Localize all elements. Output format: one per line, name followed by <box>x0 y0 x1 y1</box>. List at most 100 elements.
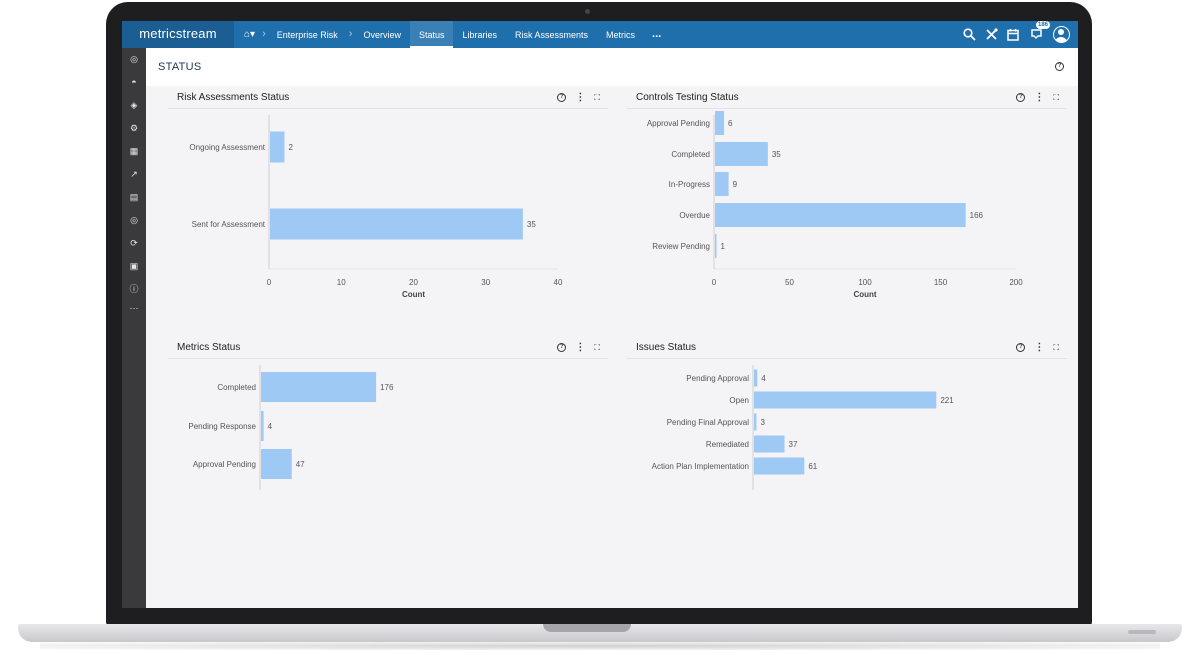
more-icon[interactable]: ⋯ <box>129 303 139 313</box>
analytics-icon[interactable]: ◓ <box>131 77 137 87</box>
camera-dot <box>585 9 590 14</box>
nav-tab-libraries[interactable]: Libraries <box>462 30 497 40</box>
laptop-base <box>18 624 1182 642</box>
more-options-icon[interactable]: ⋮ <box>1034 342 1045 353</box>
x-tick-label: 10 <box>337 278 346 287</box>
x-tick-label: 20 <box>409 278 418 287</box>
panel-tools: ? ⋮ ⛶ <box>1016 92 1059 103</box>
panel-title: Risk Assessments Status <box>177 92 290 103</box>
more-options-icon[interactable]: ⋮ <box>1034 92 1045 103</box>
category-label: Pending Response <box>188 422 256 431</box>
x-axis-label: Count <box>853 290 876 299</box>
data-label: 176 <box>380 383 394 392</box>
metrics-status-chart: Completed 176 Pending Response 4 Approval Pe… <box>188 365 394 490</box>
x-axis-label: Count <box>402 290 425 299</box>
top-navigation-bar: metricstream ⌂▾ › Enterprise Risk › Over… <box>122 21 1078 48</box>
calendar-icon[interactable]: ▣ <box>129 261 139 271</box>
app-logo[interactable]: metricstream <box>122 21 234 48</box>
targets-icon[interactable]: ◎ <box>130 215 138 225</box>
user-avatar-icon[interactable] <box>1053 26 1070 43</box>
controls-testing-status-panel: Controls Testing Status ? ⋮ ⛶ 0 50 100 150 2… <box>627 89 1067 319</box>
main-content: STATUS ? Risk Assessments Status ? ⋮ ⛶ 0… <box>146 48 1078 608</box>
category-label: Review Pending <box>652 242 710 251</box>
expand-icon[interactable]: ⛶ <box>1053 93 1059 102</box>
data-label: 35 <box>772 150 781 159</box>
panel-title: Controls Testing Status <box>636 92 739 103</box>
panel-tools: ? ⋮ ⛶ <box>557 342 600 353</box>
risk-assessments-status-panel: Risk Assessments Status ? ⋮ ⛶ 0 10 20 30 40 C… <box>168 89 608 319</box>
nav-tab-metrics[interactable]: Metrics <box>606 30 636 40</box>
data-label: 61 <box>808 462 817 471</box>
reports-icon[interactable]: ▦ <box>129 146 139 156</box>
data-label: 4 <box>268 422 273 431</box>
app-screen: metricstream ⌂▾ › Enterprise Risk › Over… <box>122 21 1078 608</box>
help-icon[interactable]: ? <box>1016 93 1026 102</box>
home-icon[interactable]: ⌂▾ <box>244 29 256 40</box>
help-icon[interactable]: ? <box>557 343 567 352</box>
data-label: 47 <box>296 460 305 469</box>
more-options-icon[interactable]: ⋮ <box>575 92 586 103</box>
notifications-icon[interactable]: 186 <box>1028 21 1051 43</box>
help-icon[interactable]: ⓘ <box>129 284 139 294</box>
expand-icon[interactable]: ⛶ <box>594 93 600 102</box>
help-icon[interactable]: ? <box>557 93 567 102</box>
help-icon[interactable]: ? <box>1016 343 1026 352</box>
panel-title: Issues Status <box>636 342 697 353</box>
laptop-shadow <box>40 642 1160 650</box>
tools-icon[interactable] <box>985 28 998 41</box>
bar <box>754 457 805 475</box>
category-label: Overdue <box>679 211 710 220</box>
x-tick-label: 200 <box>1009 278 1023 287</box>
category-label: Ongoing Assessment <box>189 143 265 152</box>
data-label: 221 <box>940 396 954 405</box>
bar <box>754 369 758 387</box>
settings-icon[interactable]: ⚙ <box>129 123 139 133</box>
panel-divider <box>627 108 1067 109</box>
controls-testing-status-chart: 0 50 100 150 200 Count Approval Pending 6 Comple… <box>647 111 1023 299</box>
notification-count-badge: 186 <box>1036 21 1051 29</box>
bar <box>261 411 264 441</box>
panel-divider <box>168 358 608 359</box>
nav-tab-status[interactable]: Status <box>409 21 454 48</box>
category-label: Open <box>729 396 749 405</box>
bar <box>270 208 523 240</box>
panel-divider <box>168 108 608 109</box>
category-label: Action Plan Implementation <box>652 462 749 471</box>
x-tick-label: 0 <box>712 278 717 287</box>
bar <box>754 413 757 431</box>
document-icon[interactable]: ▤ <box>129 192 139 202</box>
search-icon[interactable] <box>963 28 976 41</box>
data-label: 2 <box>288 143 293 152</box>
page-help-icon[interactable]: ? <box>1055 62 1064 71</box>
issues-status-chart: Pending Approval 4 Open 221 Pending Final Ap… <box>652 365 954 490</box>
risk-assessments-status-chart: 0 10 20 30 40 Count Ongoing Assessment 2 Sent fo… <box>189 115 563 299</box>
data-label: 166 <box>970 211 984 220</box>
breadcrumb-enterprise-risk[interactable]: Enterprise Risk <box>276 30 338 40</box>
metrics-status-panel: Metrics Status ? ⋮ ⛶ Completed 176 Pending… <box>168 339 608 499</box>
data-label: 35 <box>527 220 536 229</box>
category-label: Completed <box>671 150 710 159</box>
more-options-icon[interactable]: ⋮ <box>575 342 586 353</box>
panel-title: Metrics Status <box>177 342 241 353</box>
category-label: Approval Pending <box>193 460 256 469</box>
expand-icon[interactable]: ⛶ <box>1053 343 1059 352</box>
category-label: Pending Approval <box>686 374 749 383</box>
calendar-icon[interactable] <box>1007 28 1019 41</box>
data-label: 37 <box>789 440 798 449</box>
refresh-icon[interactable]: ⟳ <box>130 238 138 248</box>
breadcrumb-separator-icon: › <box>348 28 353 40</box>
nav-tab-risk-assessments[interactable]: Risk Assessments <box>514 30 589 40</box>
category-label: Pending Final Approval <box>667 418 750 427</box>
chart-icon[interactable]: ↗ <box>130 169 138 179</box>
nav-more-button[interactable]: ... <box>652 28 662 40</box>
risk-icon[interactable]: ◈ <box>130 100 138 110</box>
left-sidebar: ◎ ◓ ◈ ⚙ ▦ ↗ ▤ ◎ ⟳ ▣ ⓘ ⋯ <box>122 48 146 608</box>
bar <box>715 203 966 227</box>
category-label: Sent for Assessment <box>192 220 266 229</box>
dashboard-icon[interactable]: ◎ <box>130 54 138 64</box>
expand-icon[interactable]: ⛶ <box>594 343 600 352</box>
data-label: 1 <box>721 242 726 251</box>
x-tick-label: 100 <box>858 278 872 287</box>
nav-tab-overview[interactable]: Overview <box>363 30 401 40</box>
laptop-notch <box>543 624 631 632</box>
